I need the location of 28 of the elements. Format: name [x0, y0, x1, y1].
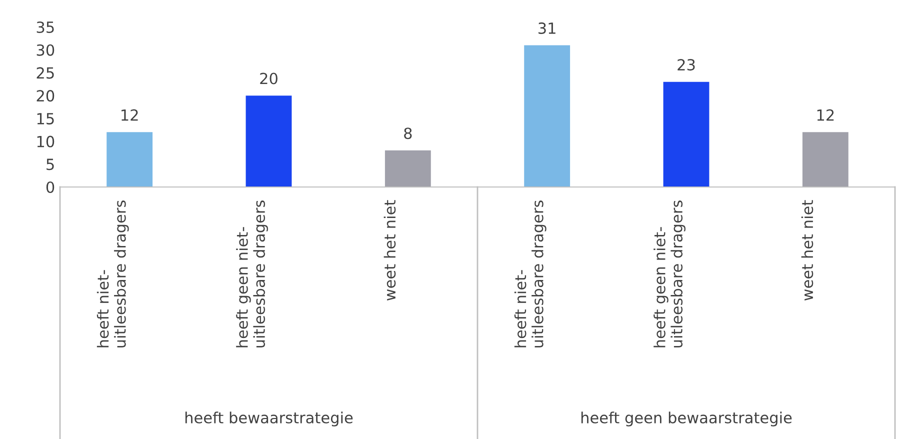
bar [384, 150, 431, 187]
bar [663, 82, 710, 187]
y-tick-label: 35 [36, 21, 54, 34]
data-label: 23 [678, 59, 695, 71]
bar [524, 45, 570, 187]
y-tick-label: 30 [36, 44, 54, 56]
bar [802, 132, 848, 187]
x-tick-label: weet het niet [384, 200, 396, 301]
data-label: 31 [538, 22, 556, 34]
y-tick-label: 10 [37, 136, 54, 148]
data-label: 20 [260, 72, 278, 84]
x-tick-label: heeft geen niet- uitleesbare dragers [654, 200, 686, 348]
x-tick-label: heeft niet- uitleesbare dragers [96, 200, 129, 348]
text: heeft geen bewaarstrategie [581, 412, 792, 426]
text: heeft bewaarstrategie [185, 412, 353, 426]
data-label: 12 [817, 109, 834, 121]
y-tick-label: 0 [46, 181, 54, 194]
x-tick-label: weet het niet [801, 200, 814, 301]
x-tick-label: heeft niet- uitleesbare dragers [514, 200, 546, 348]
bar [106, 132, 153, 187]
y-tick-label: 15 [37, 113, 54, 124]
y-tick-label: 25 [36, 67, 54, 79]
data-label: 8 [404, 128, 412, 140]
x-tick-label: heeft geen niet- uitleesbare dragers [236, 200, 268, 348]
data-label: 12 [122, 109, 138, 121]
y-tick-label: 20 [36, 90, 54, 102]
y-tick-label: 5 [46, 158, 54, 170]
bar [246, 96, 292, 187]
